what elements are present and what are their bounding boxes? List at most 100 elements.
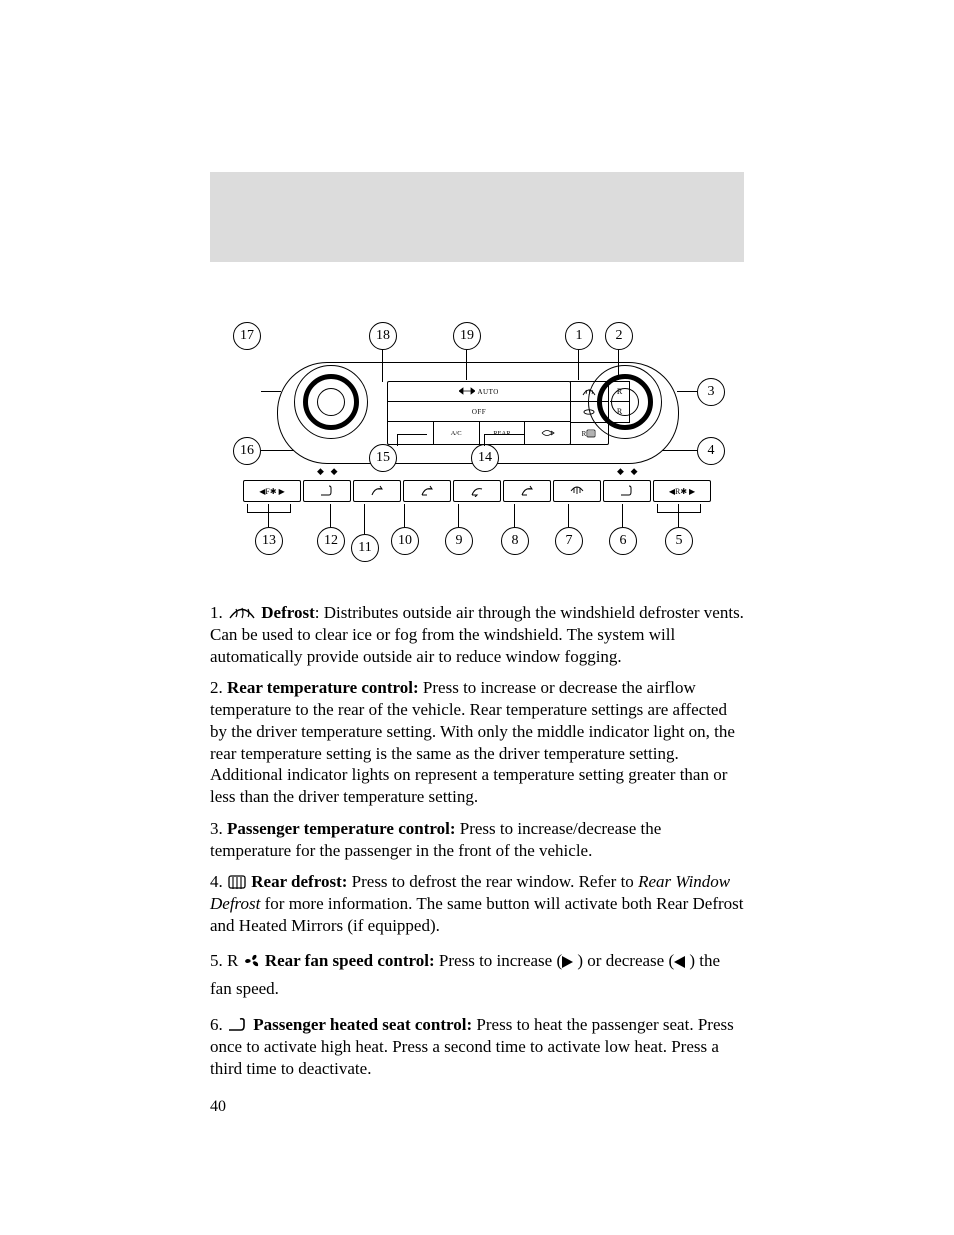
arrows-icon [459, 387, 475, 395]
oval-icon [583, 409, 595, 415]
item-5: 5. R Rear fan speed control: Press to in… [210, 947, 744, 1005]
r-button-top: R [610, 381, 630, 401]
leader-line [657, 512, 701, 513]
callout-15: 15 [369, 444, 397, 472]
item-number: 2. [210, 678, 223, 697]
r-button-bot: R [610, 401, 630, 422]
leader-line [458, 504, 459, 527]
instruction-list: 1. Defrost: Distributes outside air thro… [210, 602, 744, 1080]
item-6: 6. Passenger heated seat control: Press … [210, 1014, 744, 1079]
leader-line [247, 512, 291, 513]
item-number: 3. [210, 819, 223, 838]
callout-2: 2 [605, 322, 633, 350]
item-title: Rear fan speed control: [265, 951, 435, 970]
mode-button-3 [453, 480, 501, 502]
leader-line [484, 434, 524, 435]
page-number: 40 [210, 1098, 744, 1116]
item-text: Press to defrost the rear window. Refer … [347, 872, 638, 891]
leader-line [514, 504, 515, 527]
item-text: Press to increase or decrease the airflo… [210, 678, 735, 806]
leader-line [382, 350, 383, 382]
callout-10: 10 [391, 527, 419, 555]
rear-defrost-icon [227, 874, 247, 890]
section-header-bar [210, 172, 744, 262]
item-text: for more information. The same button wi… [210, 894, 743, 935]
f-label: F [265, 487, 269, 496]
callout-6: 6 [609, 527, 637, 555]
item-pre: R [223, 951, 243, 970]
leader-line [677, 391, 697, 392]
item-number: 1. [210, 603, 223, 622]
callout-4: 4 [697, 437, 725, 465]
airflow-icon [519, 485, 535, 497]
mode-button-1 [353, 480, 401, 502]
leader-line [364, 504, 365, 534]
callout-16: 16 [233, 437, 261, 465]
callout-18: 18 [369, 322, 397, 350]
callout-14: 14 [471, 444, 499, 472]
increase-arrow-icon [562, 956, 573, 968]
bottom-buttons-row: A/C REAR [388, 422, 570, 444]
rear-label: REAR [480, 422, 526, 444]
callout-8: 8 [501, 527, 529, 555]
item-title: Passenger temperature control: [227, 819, 456, 838]
indicator-dots-left: ◆ ◆ [317, 466, 338, 477]
auto-row: AUTO [388, 382, 570, 402]
mode-button-2 [403, 480, 451, 502]
leader-line [618, 350, 619, 380]
recirc-cell [525, 422, 570, 444]
callout-1: 1 [565, 322, 593, 350]
right-button-column: R [570, 381, 609, 445]
leader-line [330, 504, 331, 527]
auto-label: AUTO [477, 388, 498, 396]
leader-line [268, 504, 269, 527]
item-title: Passenger heated seat control: [253, 1015, 472, 1034]
blank-cell [388, 422, 434, 444]
fan-icon [243, 953, 261, 969]
ac-label: A/C [434, 422, 480, 444]
off-row: OFF [388, 402, 570, 422]
windshield-defrost-icon [227, 605, 257, 621]
airflow-icon [419, 485, 435, 497]
windshield-defrost-icon [582, 387, 596, 397]
item-2: 2. Rear temperature control: Press to in… [210, 677, 744, 808]
rear-fan-button: ◀ R ✱ ▶ [653, 480, 711, 502]
defrost-cell [570, 382, 608, 402]
callout-5: 5 [665, 527, 693, 555]
leader-line [622, 504, 623, 527]
item-number: 5. [210, 951, 223, 970]
leader-line [261, 391, 281, 392]
leader-line [466, 350, 467, 380]
rear-defrost-cell: R [570, 423, 608, 445]
item-text: ) or decrease ( [573, 951, 674, 970]
callout-9: 9 [445, 527, 473, 555]
heated-seat-icon [319, 485, 335, 497]
item-title: Rear temperature control: [227, 678, 419, 697]
mode-button-5 [553, 480, 601, 502]
leader-line [578, 350, 579, 380]
recirc-icon [541, 429, 555, 437]
callout-11: 11 [351, 534, 379, 562]
callout-12: 12 [317, 527, 345, 555]
callout-17: 17 [233, 322, 261, 350]
callout-19: 19 [453, 322, 481, 350]
left-dial [294, 365, 368, 439]
climate-control-diagram: 18 19 1 2 17 3 16 4 AUTO [217, 322, 737, 562]
leader-line [404, 504, 405, 527]
leader-line [678, 504, 679, 527]
item-title: Rear defrost: [251, 872, 347, 891]
leader-line [700, 504, 701, 512]
callout-13: 13 [255, 527, 283, 555]
item-text: Press to increase ( [435, 951, 562, 970]
leader-line [484, 434, 485, 446]
leader-line [397, 434, 398, 446]
defrost-floor-icon [569, 485, 585, 497]
leader-line [657, 504, 658, 512]
mode-button-4 [503, 480, 551, 502]
item-3: 3. Passenger temperature control: Press … [210, 818, 744, 862]
item-1: 1. Defrost: Distributes outside air thro… [210, 602, 744, 667]
item-4: 4. Rear defrost: Press to defrost the re… [210, 871, 744, 936]
leader-line [290, 504, 291, 512]
leader-line [247, 504, 248, 512]
item-title: Defrost [261, 603, 315, 622]
